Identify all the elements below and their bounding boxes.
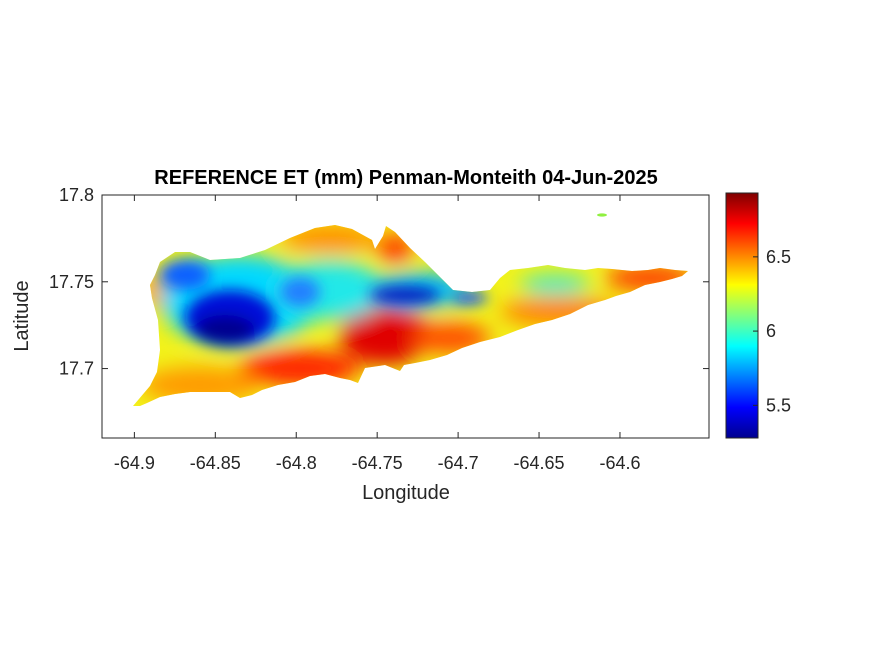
region-central-blue: [280, 277, 320, 307]
y-axis-ticks: 17.7 17.75 17.8: [49, 185, 709, 379]
y-tick-label: 17.8: [59, 185, 94, 205]
region-south-central-red: [340, 305, 430, 365]
x-tick-label: -64.75: [352, 453, 403, 473]
islet: [597, 213, 607, 217]
region-east-spur-blue: [452, 292, 488, 304]
x-tick-label: -64.8: [276, 453, 317, 473]
colorbar-tick-label: 5.5: [766, 395, 791, 415]
region-east-cyan: [520, 275, 590, 295]
x-tick-label: -64.9: [114, 453, 155, 473]
x-tick-label: -64.7: [438, 453, 479, 473]
colorbar-ticks: 5.5 6 6.5: [753, 247, 791, 415]
x-tick-label: -64.65: [514, 453, 565, 473]
y-tick-label: 17.7: [59, 359, 94, 379]
x-axis-ticks: -64.9 -64.85 -64.8 -64.75 -64.7 -64.65 -64.6: [114, 195, 640, 473]
x-tick-label: -64.6: [599, 453, 640, 473]
region-west-core-deep: [195, 315, 255, 345]
region-northwest-blue: [160, 260, 210, 290]
region-east-core-blue: [370, 286, 440, 304]
y-tick-label: 17.75: [49, 272, 94, 292]
colorbar-tick-label: 6.5: [766, 247, 791, 267]
colorbar: [725, 192, 759, 439]
colorbar-tick-label: 6: [766, 321, 776, 341]
x-tick-label: -64.85: [190, 453, 241, 473]
y-axis-label: Latitude: [11, 280, 33, 351]
x-axis-label: Longitude: [362, 482, 450, 504]
chart-title: REFERENCE ET (mm) Penman-Monteith 04-Jun…: [154, 167, 657, 189]
